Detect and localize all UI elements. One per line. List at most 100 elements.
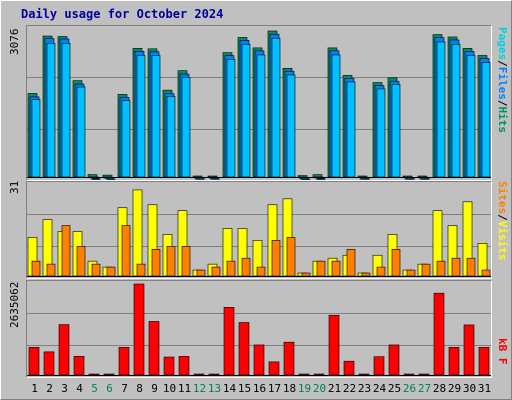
files-bar <box>194 177 205 180</box>
sites-bar <box>376 266 386 277</box>
x-tick-label: 17 <box>267 382 282 395</box>
sites-bar <box>406 269 416 277</box>
x-tick-label: 4 <box>76 382 83 395</box>
x-tick-label: 26 <box>402 382 417 395</box>
x-tick-label: 1 <box>31 382 38 395</box>
sites-bar <box>286 237 296 277</box>
legend-visits: Visits <box>496 220 509 261</box>
legend-sep-1: / <box>496 60 509 67</box>
x-tick-label: 29 <box>447 382 462 395</box>
x-tick-label: 12 <box>192 382 207 395</box>
hits-bar <box>192 175 203 178</box>
sites-bar <box>121 225 131 277</box>
visits-sites-plot <box>27 189 491 277</box>
hits-files-pages-panel <box>26 25 492 181</box>
kbf-bar <box>178 356 190 376</box>
x-tick-label: 18 <box>282 382 297 395</box>
x-tick-label: 3 <box>61 382 68 395</box>
kbf-bar <box>478 347 490 376</box>
hits-bar <box>207 175 218 178</box>
mid-panel-ymax: 31 <box>8 181 21 195</box>
x-tick-label: 5 <box>91 382 98 395</box>
kbf-bar <box>208 373 220 376</box>
x-tick-label: 30 <box>462 382 477 395</box>
pages-bar <box>436 41 446 178</box>
sites-bar <box>421 263 431 277</box>
kbf-bar <box>418 373 430 376</box>
kbf-bar <box>43 351 55 376</box>
kbf-bar <box>253 344 265 376</box>
kbf-bar <box>448 347 460 376</box>
kbf-bar <box>433 292 445 376</box>
bot-legend: kB F <box>495 338 509 365</box>
hits-bar <box>87 174 98 178</box>
sites-bar <box>301 272 311 277</box>
pages-bar <box>76 86 86 178</box>
pages-bar <box>226 59 236 178</box>
sites-bar <box>196 269 206 277</box>
kbf-panel <box>26 280 492 378</box>
x-tick-label: 9 <box>151 382 158 395</box>
sites-bar <box>466 257 476 277</box>
kbf-bar <box>223 307 235 376</box>
kbf-bar <box>343 360 355 376</box>
sites-bar <box>181 246 191 277</box>
sites-bar <box>436 260 446 277</box>
pages-bar <box>61 43 71 178</box>
pages-bar <box>91 178 101 180</box>
sites-bar <box>481 269 491 277</box>
x-tick-label: 31 <box>477 382 492 395</box>
sites-bar <box>361 272 371 277</box>
pages-bar <box>466 55 476 178</box>
files-bar <box>419 177 430 180</box>
kbf-bar <box>298 373 310 376</box>
x-tick-label: 6 <box>106 382 113 395</box>
kbf-bar <box>313 373 325 376</box>
pages-bar <box>241 43 251 178</box>
kbf-bar <box>28 347 40 376</box>
sites-bar <box>46 263 56 277</box>
files-bar <box>299 177 310 180</box>
kbf-bar <box>73 356 85 376</box>
top-legend: Pages/Files/Hits <box>495 27 509 133</box>
pages-bar <box>181 76 191 178</box>
pages-bar <box>121 100 131 178</box>
x-tick-label: 8 <box>136 382 143 395</box>
kbf-plot <box>27 283 491 376</box>
sites-bar <box>136 263 146 277</box>
sites-bar <box>226 260 236 277</box>
pages-bar <box>391 83 401 178</box>
legend-files: Files <box>496 66 509 100</box>
sites-bar <box>241 257 251 277</box>
x-tick-label: 10 <box>162 382 177 395</box>
sites-bar <box>91 263 101 277</box>
kbf-bar <box>283 341 295 376</box>
kbf-bar <box>148 321 160 376</box>
hits-bar <box>312 174 323 178</box>
sites-bar <box>31 260 41 277</box>
sites-bar <box>451 257 461 277</box>
mid-legend: Sites/Visits <box>495 181 509 261</box>
x-tick-label: 19 <box>297 382 312 395</box>
sites-bar <box>256 266 266 277</box>
legend-sep-2: / <box>496 99 509 107</box>
kbf-bar <box>133 283 145 376</box>
legend-hits: Hits <box>496 106 509 134</box>
sites-bar <box>166 246 176 277</box>
kbf-bar <box>328 314 340 376</box>
kbf-bar <box>388 344 400 376</box>
pages-bar <box>256 54 266 178</box>
pages-bar <box>376 88 386 178</box>
files-bar <box>359 177 370 180</box>
sites-bar <box>151 248 161 277</box>
x-axis-day-labels: 1 2 3 4 5 6 7 8 9 10 11 12 13 14 15 16 17 18 19 20 21 22 23 24 2… <box>26 382 492 396</box>
pages-bar <box>286 74 296 178</box>
hits-bar <box>297 175 308 178</box>
x-tick-label: 27 <box>417 382 432 395</box>
pages-bar <box>481 62 491 178</box>
sites-bar <box>76 246 86 277</box>
sites-bar <box>61 225 71 277</box>
kbf-bar <box>163 356 175 376</box>
x-tick-label: 25 <box>387 382 402 395</box>
pages-bar <box>271 37 281 178</box>
